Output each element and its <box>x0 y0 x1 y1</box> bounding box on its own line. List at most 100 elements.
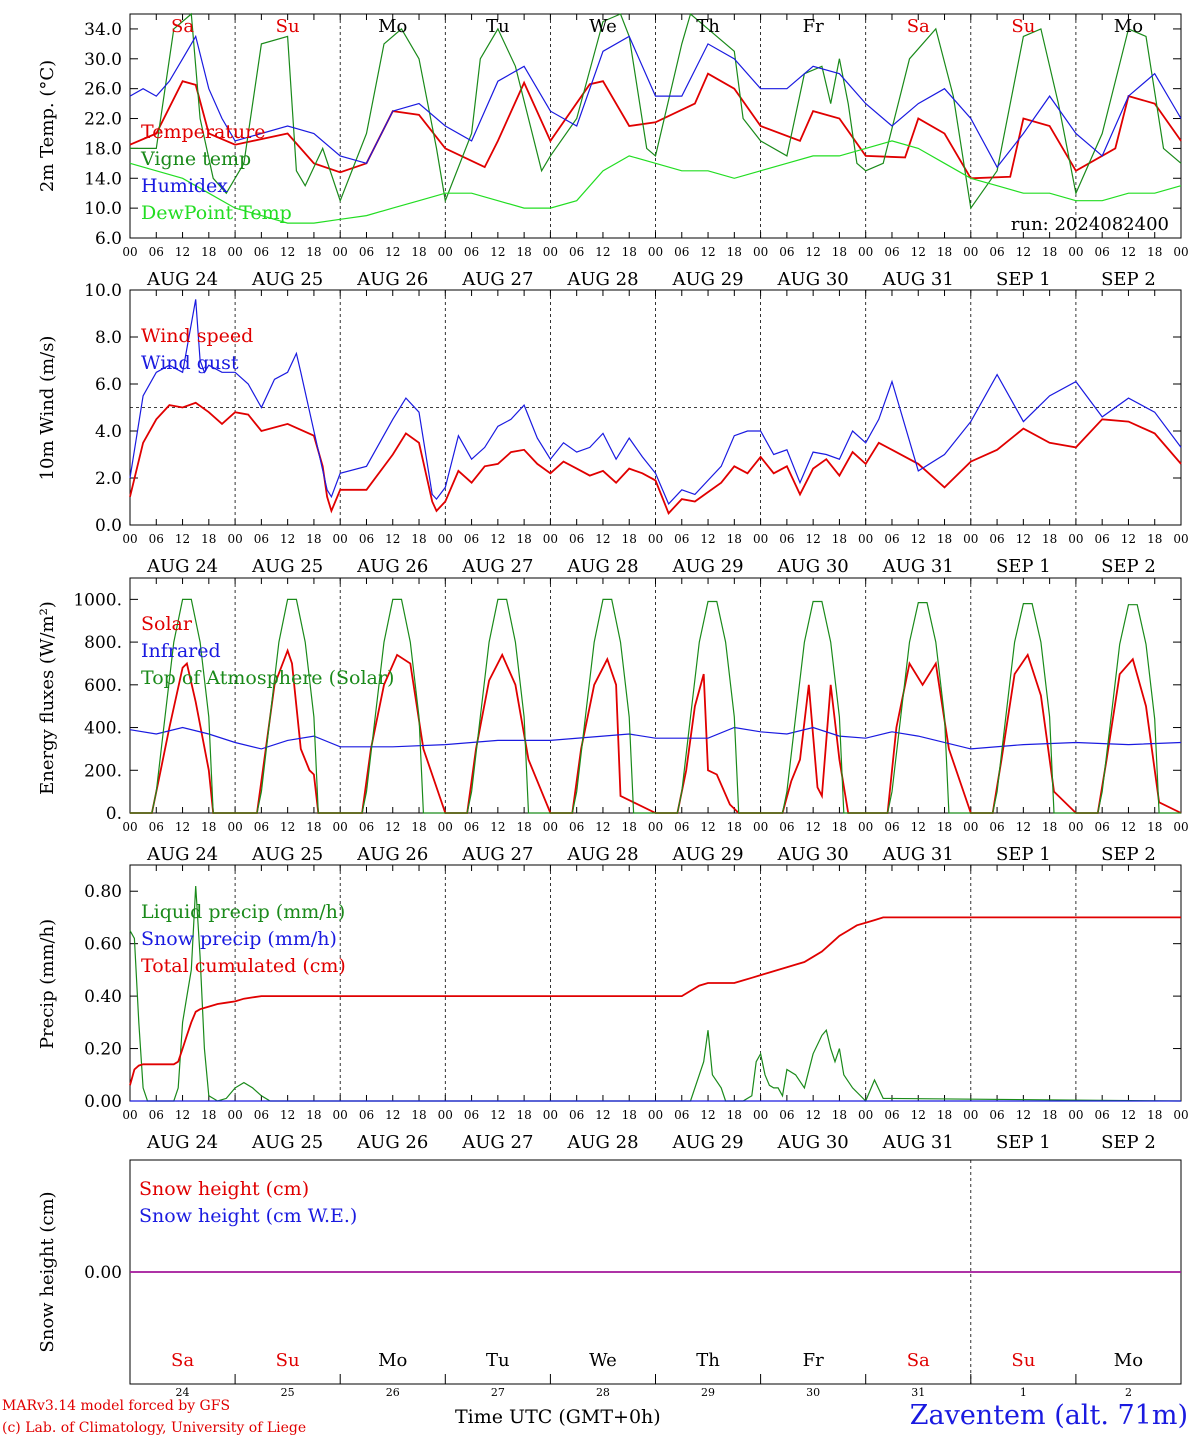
legend-entry: Total cumulated (cm) <box>141 955 346 977</box>
hour-tick-label: 00 <box>438 245 453 259</box>
legend-entry: Top of Atmosphere (Solar) <box>141 667 394 689</box>
date-label: AUG 31 <box>882 1132 954 1153</box>
date-label: AUG 27 <box>461 1132 533 1153</box>
hour-tick-label: 00 <box>543 245 558 259</box>
y-tick-label: 2.0 <box>95 469 122 489</box>
date-label: AUG 26 <box>356 1132 428 1153</box>
hour-tick-label: 18 <box>622 1108 637 1122</box>
hour-tick-label: 00 <box>543 820 558 834</box>
date-label: AUG 31 <box>882 556 954 577</box>
y-tick-label: 0.20 <box>84 1040 122 1060</box>
hour-tick-label: 00 <box>858 1108 873 1122</box>
hour-tick-label: 06 <box>149 245 164 259</box>
day-number-label: 30 <box>806 1386 820 1399</box>
y-tick-label: 8.0 <box>95 328 122 348</box>
series-line-green <box>130 12 1182 210</box>
y-tick-label: 0.0 <box>95 516 122 536</box>
day-number-label: 24 <box>176 1386 190 1399</box>
hour-tick-label: 00 <box>648 820 663 834</box>
hour-tick-label: 18 <box>516 1108 531 1122</box>
hour-tick-label: 00 <box>648 245 663 259</box>
hour-tick-label: 18 <box>306 532 321 546</box>
date-label: AUG 30 <box>777 556 849 577</box>
date-label: SEP 1 <box>996 556 1051 577</box>
hour-tick-label: 12 <box>1016 820 1031 834</box>
hour-tick-label: 00 <box>753 532 768 546</box>
date-label: AUG 28 <box>566 556 638 577</box>
series-line-blue <box>129 34 1182 169</box>
hour-tick-label: 18 <box>201 820 216 834</box>
hour-tick-label: 06 <box>779 532 794 546</box>
hour-tick-label: 12 <box>1121 245 1136 259</box>
hour-tick-label: 00 <box>1068 532 1083 546</box>
hour-tick-label: 12 <box>1121 820 1136 834</box>
day-number-label: 26 <box>386 1386 400 1399</box>
hour-tick-label: 18 <box>516 245 531 259</box>
weekday-label: Fr <box>803 1350 824 1371</box>
y-tick-label: 0.80 <box>84 882 122 902</box>
hour-tick-label: 18 <box>832 820 847 834</box>
credit-line-lab: (c) Lab. of Climatology, University of L… <box>2 1420 307 1436</box>
day-number-label: 29 <box>701 1386 715 1399</box>
hour-tick-label: 12 <box>700 1108 715 1122</box>
hour-tick-label: 00 <box>753 1108 768 1122</box>
hour-tick-label: 18 <box>937 820 952 834</box>
date-label: SEP 2 <box>1101 1132 1156 1153</box>
hour-tick-label: 06 <box>464 820 479 834</box>
series-line-red <box>129 401 1182 515</box>
hour-tick-label: 00 <box>227 1108 242 1122</box>
hour-tick-label: 00 <box>963 820 978 834</box>
hour-tick-label: 06 <box>779 245 794 259</box>
hour-tick-label: 06 <box>989 1108 1004 1122</box>
hour-tick-label: 00 <box>122 1108 137 1122</box>
hour-tick-label: 18 <box>201 1108 216 1122</box>
hour-tick-label: 12 <box>280 245 295 259</box>
date-label: AUG 25 <box>251 1132 323 1153</box>
hour-tick-label: 18 <box>516 820 531 834</box>
y-tick-label: 0. <box>106 804 122 824</box>
weekday-label: Mo <box>378 16 407 37</box>
hour-tick-label: 12 <box>1121 532 1136 546</box>
hour-tick-label: 06 <box>989 245 1004 259</box>
hour-tick-label: 06 <box>149 820 164 834</box>
date-label: SEP 1 <box>996 844 1051 865</box>
day-number-label: 31 <box>911 1386 925 1399</box>
hour-tick-label: 12 <box>595 820 610 834</box>
weekday-label: Th <box>696 1350 720 1371</box>
hour-tick-label: 18 <box>1042 820 1057 834</box>
hour-tick-label: 12 <box>490 532 505 546</box>
hour-tick-label: 12 <box>911 820 926 834</box>
hour-tick-label: 00 <box>963 245 978 259</box>
date-label: AUG 29 <box>671 556 743 577</box>
hour-tick-label: 12 <box>806 245 821 259</box>
y-tick-label: 14.0 <box>84 169 122 189</box>
hour-tick-label: 00 <box>333 820 348 834</box>
hour-tick-label: 00 <box>438 532 453 546</box>
legend-entry: Liquid precip (mm/h) <box>141 901 345 923</box>
date-label: AUG 24 <box>146 556 218 577</box>
hour-tick-label: 00 <box>963 532 978 546</box>
legend-entry: Humidex <box>141 175 228 197</box>
hour-tick-label: 18 <box>306 820 321 834</box>
series-line-green <box>130 598 1181 814</box>
y-tick-label: 200. <box>84 761 122 781</box>
hour-tick-label: 12 <box>1121 1108 1136 1122</box>
legend-entry: Snow height (cm) <box>139 1178 309 1200</box>
hour-tick-label: 18 <box>1147 245 1162 259</box>
date-label: AUG 29 <box>671 844 743 865</box>
y-tick-label: 0.00 <box>84 1263 122 1283</box>
hour-tick-label: 18 <box>937 245 952 259</box>
hour-tick-label: 06 <box>149 532 164 546</box>
weekday-label: Sa <box>907 16 930 37</box>
date-label: AUG 29 <box>671 1132 743 1153</box>
hour-tick-label: 18 <box>411 532 426 546</box>
hour-tick-label: 00 <box>753 820 768 834</box>
hour-tick-label: 00 <box>227 532 242 546</box>
weekday-label: Tu <box>486 1350 510 1371</box>
weekday-label: Tu <box>486 16 510 37</box>
hour-tick-label: 18 <box>937 532 952 546</box>
y-tick-label: 18.0 <box>84 139 122 159</box>
hour-tick-label: 06 <box>779 1108 794 1122</box>
hour-tick-label: 06 <box>569 532 584 546</box>
hour-tick-label: 12 <box>1016 532 1031 546</box>
